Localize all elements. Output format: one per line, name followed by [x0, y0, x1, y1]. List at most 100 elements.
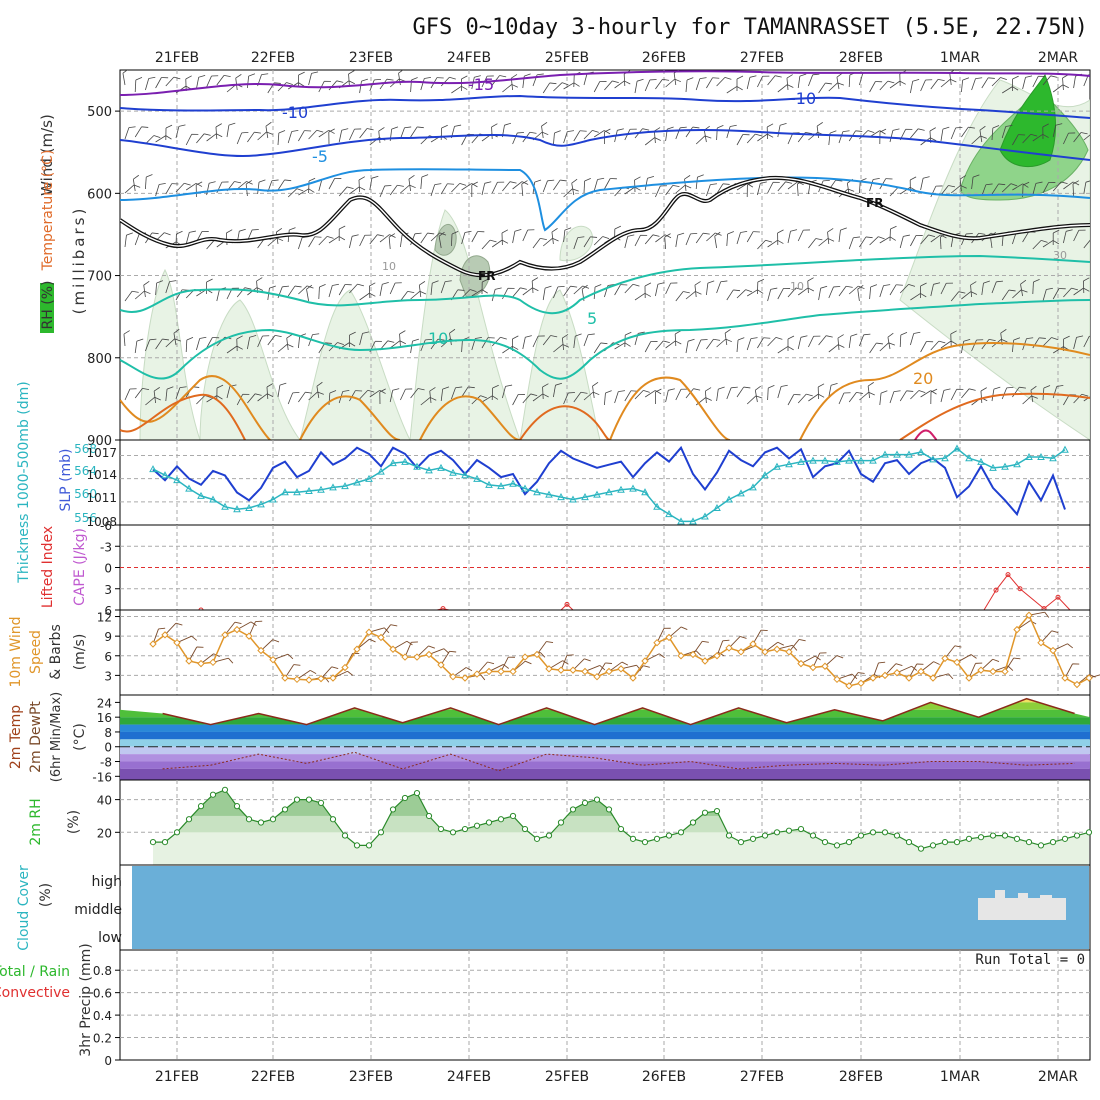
barb-flag [955, 126, 963, 129]
barb-flag [566, 654, 574, 656]
barb-flag [956, 388, 964, 390]
barb-flag [830, 383, 838, 386]
barb-flag [1072, 181, 1080, 186]
wind10m-point [533, 650, 541, 659]
barb-flag [1076, 335, 1084, 338]
barb-staff [971, 177, 974, 190]
thickness-point [725, 495, 733, 503]
barb-flag [925, 79, 933, 81]
barb-flag [287, 653, 294, 660]
wind-barb [563, 227, 572, 243]
date-label-top: 26FEB [642, 50, 686, 66]
barb-staff [400, 235, 403, 248]
barb-staff [123, 334, 126, 347]
barb-staff [328, 285, 333, 298]
barb-staff [593, 179, 598, 192]
wind-barb [165, 76, 181, 87]
wind-barb [716, 280, 728, 294]
barb-staff [848, 74, 851, 88]
barb-flag [675, 340, 682, 345]
barb-staff [848, 285, 859, 295]
temp-ylabel-units: (°C) [72, 723, 88, 751]
barb-staff [124, 184, 135, 194]
wind-barb [420, 397, 437, 406]
wind-barb [542, 335, 558, 346]
wind-barb [674, 330, 682, 347]
barb-staff [316, 386, 320, 399]
barb-staff [675, 184, 686, 194]
barb-flag [468, 386, 475, 389]
barb-flag [560, 179, 567, 182]
barb-staff [981, 77, 989, 89]
barb-flag [540, 238, 547, 241]
barb-staff [522, 393, 531, 404]
barb-staff [369, 234, 378, 245]
wind-barb [624, 331, 632, 348]
barb-staff [155, 135, 166, 143]
barb-flag [1033, 278, 1040, 283]
wind-barb [593, 177, 605, 192]
wind-barb [124, 184, 141, 194]
wind10m-barb [788, 638, 806, 653]
barb-staff [287, 285, 296, 297]
barb-flag [469, 289, 477, 293]
wind-barb [797, 229, 810, 242]
wind-barb [777, 346, 794, 354]
barb-flag [605, 390, 612, 394]
barb-flag [389, 234, 396, 238]
precip-grid [120, 950, 1090, 1060]
barb-staff [961, 291, 972, 300]
barb-flag [165, 135, 172, 140]
barb-flag [815, 238, 823, 241]
wind-barb [1001, 183, 1018, 193]
rh-point [197, 803, 205, 810]
barb-flag [364, 234, 372, 236]
barb-flag [527, 229, 535, 231]
wind-barb [440, 280, 452, 294]
rh-blob [559, 225, 594, 262]
wind-barb [438, 231, 445, 249]
barb-staff [410, 341, 413, 354]
barb-flag [1051, 337, 1058, 341]
barb-staff [889, 284, 897, 296]
thickness-point [977, 457, 985, 465]
barb-flag [532, 287, 539, 292]
barb-staff [777, 386, 782, 399]
barb-flag [480, 674, 486, 681]
barb-staff [764, 641, 779, 653]
barb-staff [944, 645, 956, 659]
wind10m-point [1013, 625, 1021, 634]
barb-flag [644, 292, 651, 297]
barb-flag [184, 182, 191, 186]
barb-staff [655, 79, 663, 90]
wind-barb [328, 236, 346, 244]
barb-flag [298, 82, 305, 87]
wind-barb [624, 186, 641, 195]
barb-flag [447, 183, 455, 185]
barb-flag [865, 236, 873, 239]
barb-flag [379, 389, 386, 394]
barb-staff [797, 337, 802, 350]
barb-staff [236, 181, 247, 190]
barb-flag [151, 232, 159, 235]
wind-barb [808, 335, 821, 348]
barb-staff [673, 73, 677, 86]
wind-barb [165, 338, 182, 348]
barb-staff [714, 236, 717, 249]
barb-staff [512, 181, 523, 190]
wind-barb [665, 185, 680, 196]
temp-tick-label: 0 [104, 741, 112, 755]
barb-flag [847, 188, 855, 192]
wind10m-point [737, 648, 745, 656]
wind-barb [1042, 240, 1060, 248]
barb-flag [1068, 132, 1076, 134]
wind-barb [930, 388, 938, 405]
barb-flag [345, 284, 352, 286]
barb-flag [704, 135, 712, 139]
barb-flag [272, 639, 280, 643]
barb-flag [521, 181, 529, 185]
barb-staff [583, 73, 588, 86]
barb-flag [434, 183, 442, 185]
wind-barb [502, 84, 518, 93]
